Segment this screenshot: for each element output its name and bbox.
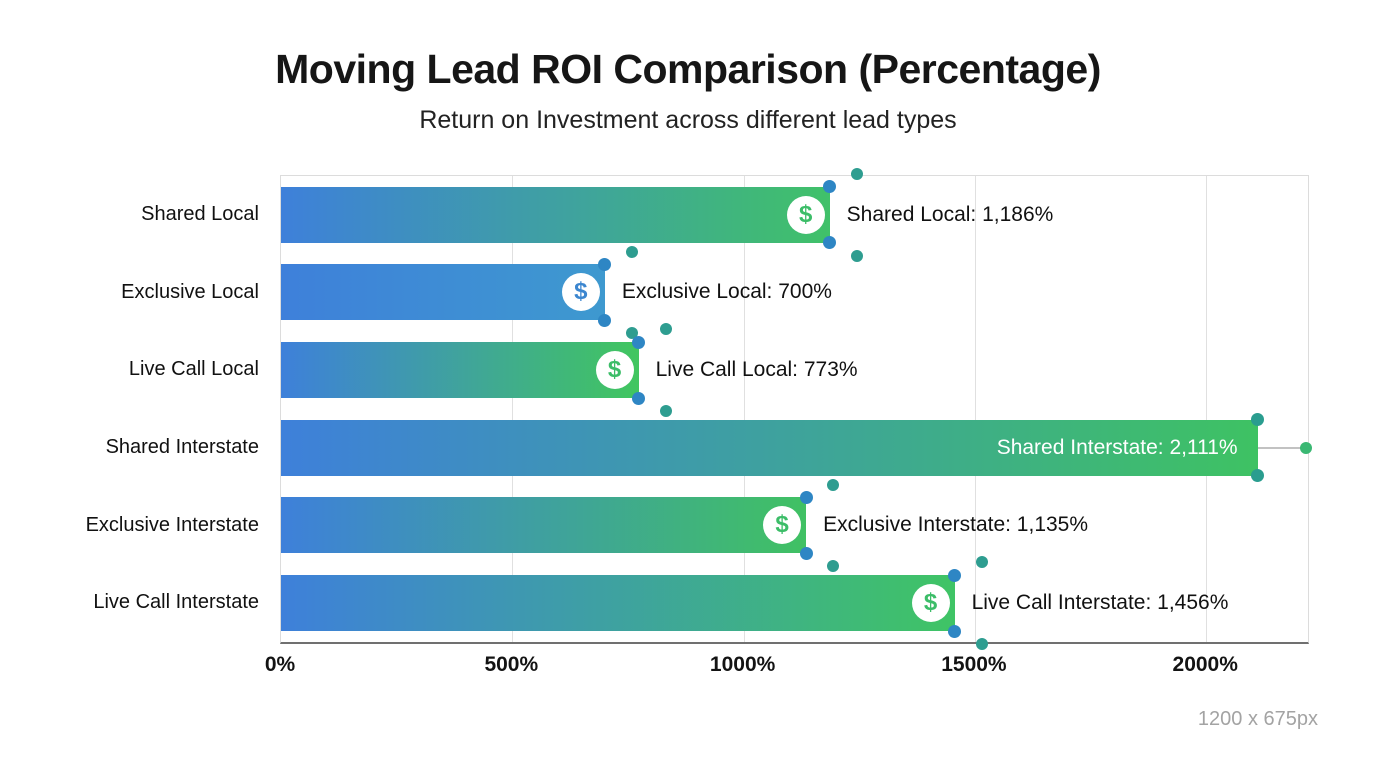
bar-end-handle-dot[interactable]	[1251, 413, 1265, 427]
dollar-icon[interactable]: $	[786, 195, 825, 234]
outer-handle-dot[interactable]	[850, 167, 863, 180]
bar-end-handle-dot[interactable]	[823, 180, 837, 194]
bar-end-handle-dot[interactable]	[632, 391, 646, 405]
bar-end-handle-dot[interactable]	[948, 624, 962, 638]
bar-end-handle-dot[interactable]	[823, 236, 837, 250]
bar-row-shared-interstate: Shared Interstate Shared Interstate: 2,11…	[106, 409, 1312, 487]
chart-title: Moving Lead ROI Comparison (Percentage)	[275, 46, 1101, 92]
value-label-live-call-local: Live Call Local: 773%	[655, 358, 858, 382]
value-label-live-call-interstate: Live Call Interstate: 1,456%	[971, 591, 1229, 615]
x-axis: 0% 500% 1000% 1500% 2000%	[265, 653, 1307, 683]
value-label-exclusive-local: Exclusive Local: 700%	[621, 280, 832, 304]
bar-end-handle-dot[interactable]	[632, 335, 646, 349]
x-tick-label-1500: 1500%	[941, 653, 1007, 676]
x-tick-label-1000: 1000%	[709, 653, 776, 676]
bar-live-call-interstate[interactable]: $	[281, 575, 955, 632]
chart-subtitle: Return on Investment across different le…	[419, 106, 957, 134]
bar-end-handle-dot[interactable]	[598, 257, 612, 271]
outer-handle-dot[interactable]	[850, 249, 863, 262]
category-label-exclusive-interstate: Exclusive Interstate	[85, 513, 259, 536]
bar-live-call-local[interactable]: $	[281, 342, 639, 399]
category-label-shared-interstate: Shared Interstate	[105, 436, 259, 458]
gridline-1500	[974, 176, 976, 642]
outer-handle-dot[interactable]	[659, 405, 672, 418]
value-label-shared-interstate: Shared Interstate: 2,111%	[996, 435, 1238, 459]
x-tick-label-0: 0%	[264, 653, 296, 676]
bar-shared-interstate[interactable]: Shared Interstate: 2,111%	[281, 419, 1258, 476]
bar-shared-local[interactable]: $	[281, 186, 830, 243]
bar-end-handle-dot[interactable]	[799, 546, 813, 560]
dollar-icon[interactable]: $	[763, 506, 802, 545]
bar-end-handle-dot[interactable]	[598, 313, 612, 327]
gridline-500	[512, 176, 514, 642]
dollar-icon[interactable]: $	[911, 584, 950, 623]
bar-row-exclusive-local: Exclusive Local $ Exclusive Local: 700%	[121, 245, 1308, 340]
outer-handle-dot[interactable]	[827, 560, 840, 573]
bar-end-handle-dot[interactable]	[799, 490, 813, 504]
outer-handle-dot[interactable]	[827, 478, 840, 491]
bar-row-live-call-interstate: Live Call Interstate $ Live Call Interstat…	[93, 556, 1308, 651]
dollar-icon[interactable]: $	[595, 351, 634, 390]
leader-line	[1257, 446, 1306, 449]
x-tick-label-500: 500%	[484, 653, 539, 676]
x-tick-label-2000: 2000%	[1172, 653, 1238, 676]
category-label-live-call-local: Live Call Local	[128, 358, 259, 381]
category-label-shared-local: Shared Local	[141, 203, 259, 225]
category-label-live-call-interstate: Live Call Interstate	[93, 591, 259, 614]
bar-end-handle-dot[interactable]	[1251, 469, 1265, 483]
bar-exclusive-interstate[interactable]: $	[281, 497, 807, 554]
bar-row-shared-local: Shared Local $ Shared Local: 1,186%	[141, 167, 1308, 262]
outer-handle-dot[interactable]	[975, 638, 988, 651]
value-label-exclusive-interstate: Exclusive Interstate: 1,135%	[823, 513, 1089, 537]
category-label-exclusive-local: Exclusive Local	[121, 280, 259, 303]
value-label-shared-local: Shared Local: 1,186%	[846, 202, 1054, 226]
outer-handle-dot[interactable]	[659, 323, 672, 336]
leader-end-dot[interactable]	[1300, 441, 1312, 454]
bar-row-exclusive-interstate: Exclusive Interstate $ Exclusive Interstat…	[86, 478, 1308, 573]
bar-row-live-call-local: Live Call Local $ Live Call Local: 773%	[129, 323, 1308, 418]
gridline-2000	[1206, 176, 1208, 642]
outer-handle-dot[interactable]	[975, 556, 988, 569]
dollar-icon[interactable]: $	[561, 273, 600, 312]
outer-handle-dot[interactable]	[625, 245, 638, 258]
gridline-1000	[743, 176, 745, 642]
bar-end-handle-dot[interactable]	[948, 568, 962, 582]
plot-area: Shared Local $ Shared Local: 1,186% Exclusi…	[86, 167, 1312, 651]
bar-exclusive-local[interactable]: $	[281, 264, 605, 321]
size-note: 1200 x 675px	[1197, 708, 1318, 730]
